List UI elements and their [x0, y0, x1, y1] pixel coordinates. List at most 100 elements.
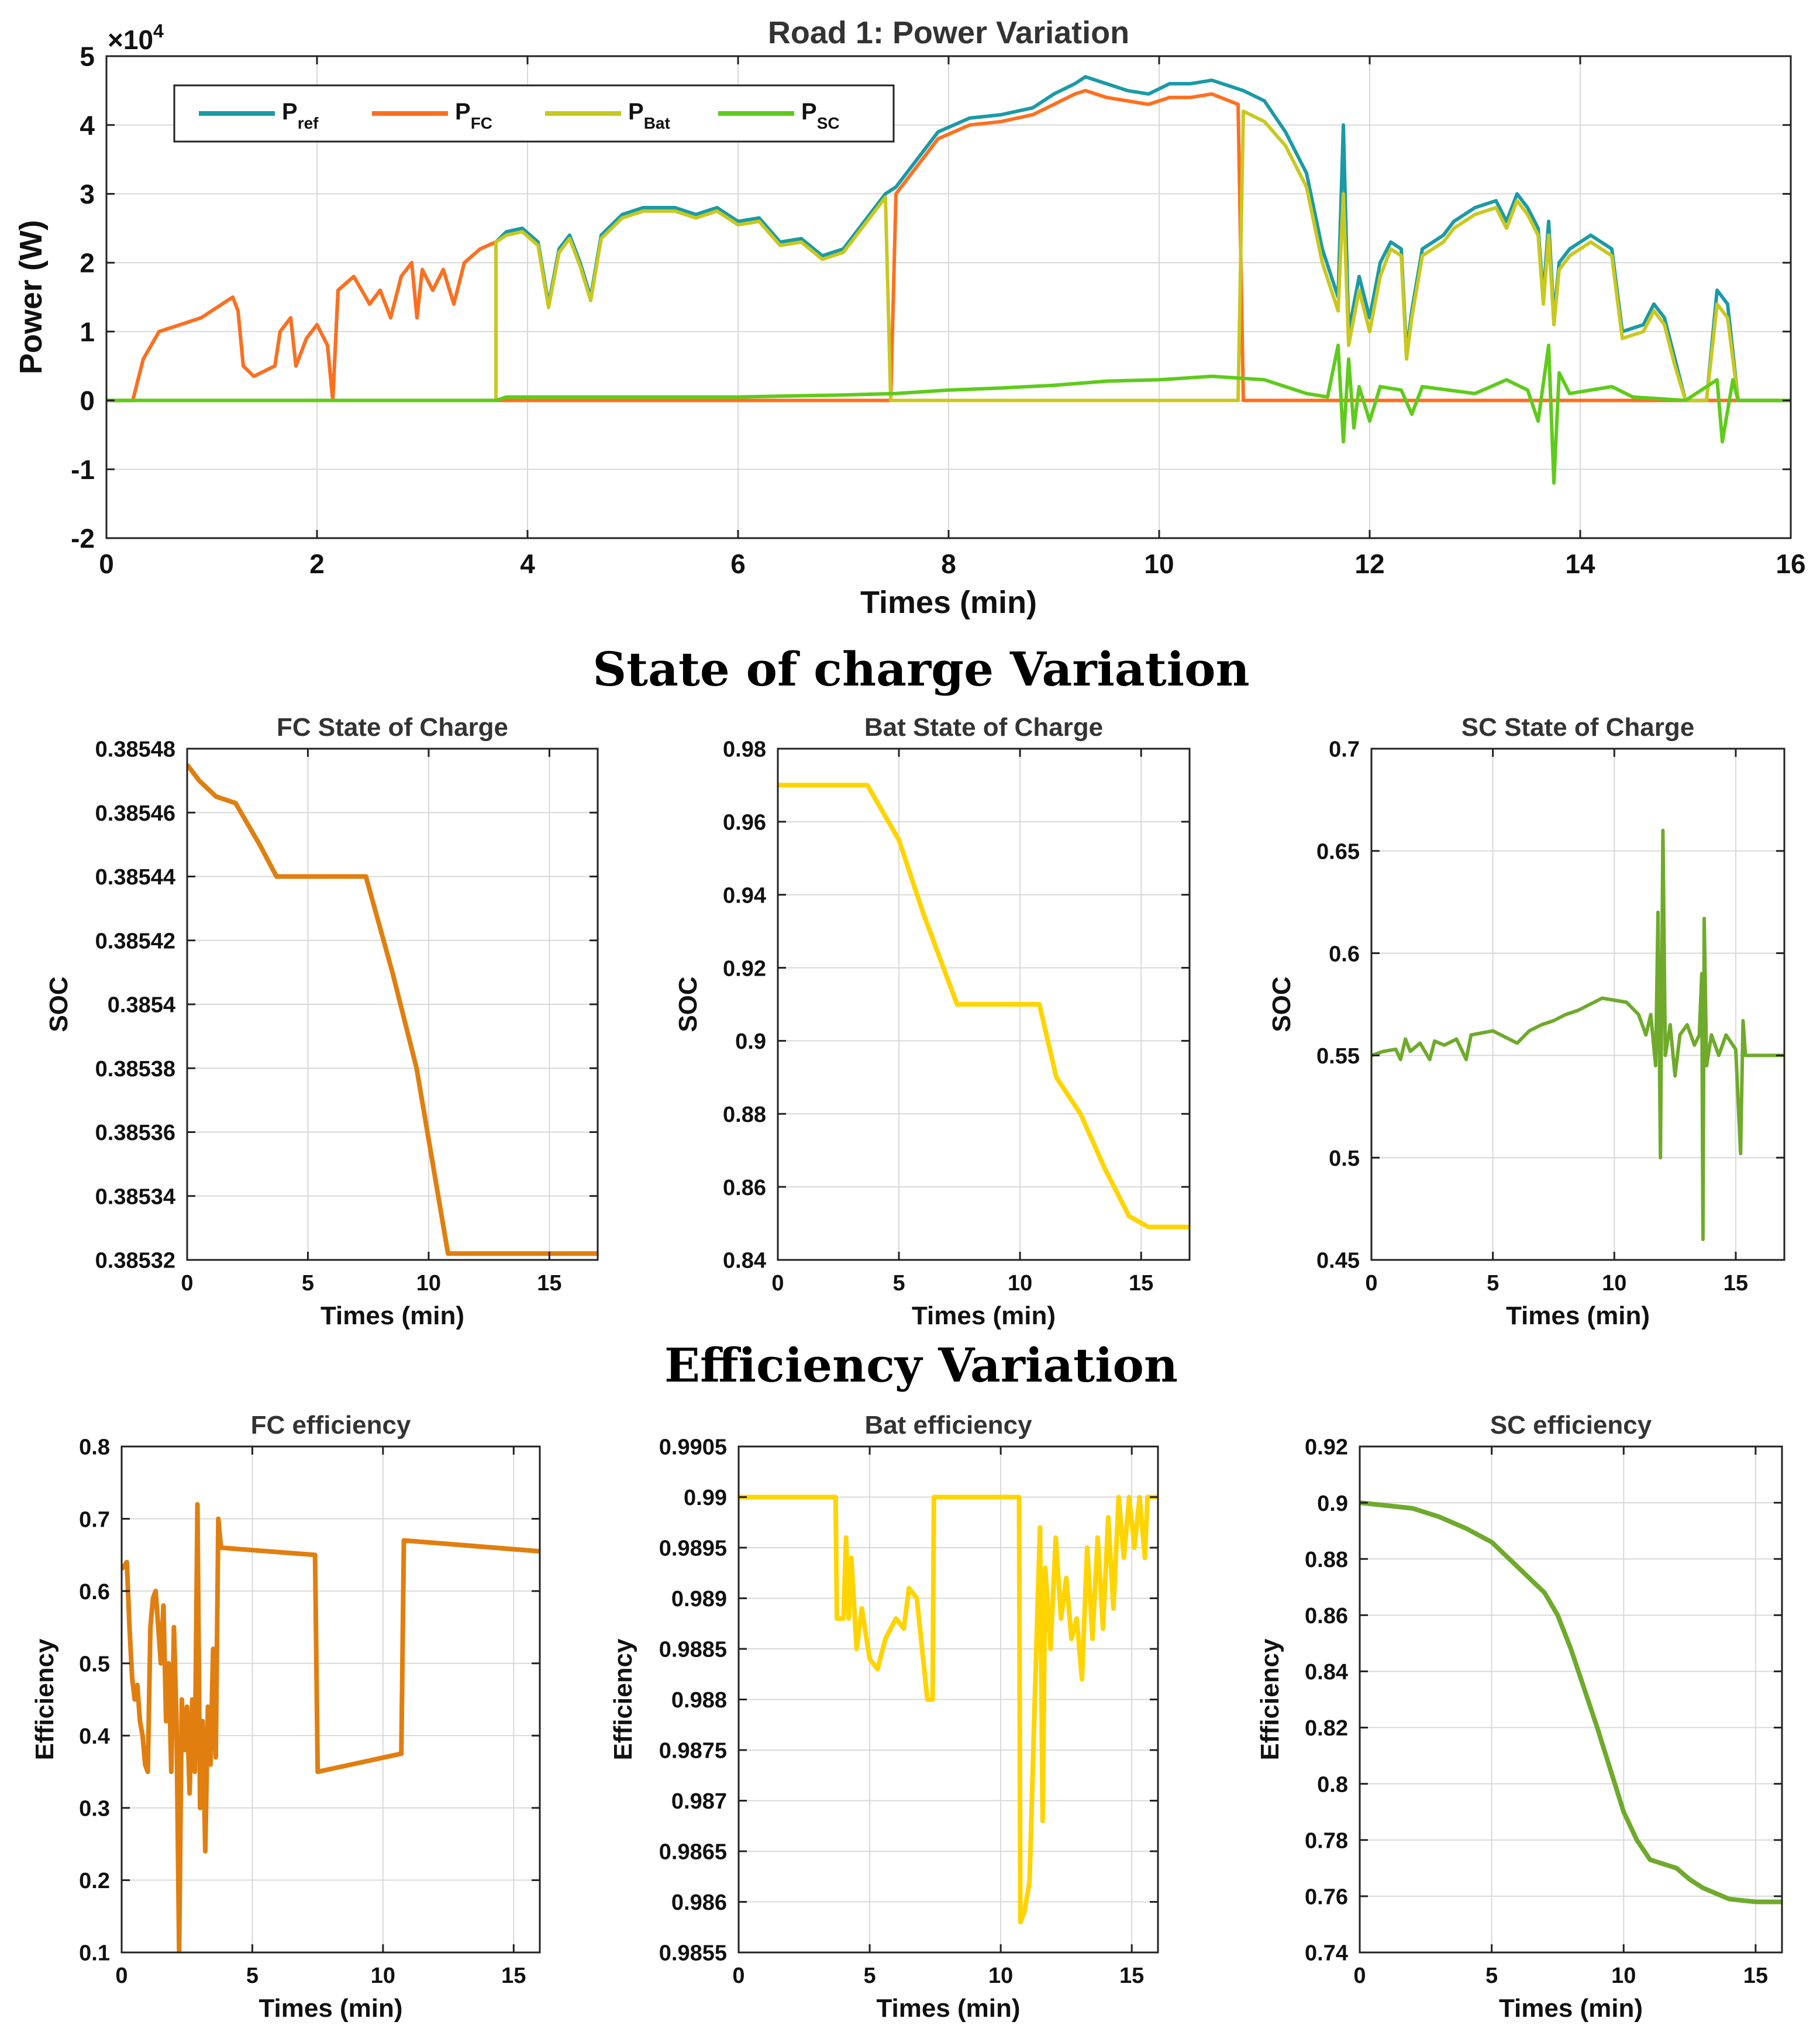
x-tick-label: 5 — [863, 1964, 875, 1988]
y-tick-label: 0.3854 — [108, 993, 175, 1018]
y-tick-label: 0.1 — [79, 1941, 110, 1966]
x-axis-label: Times (min) — [258, 1994, 402, 2023]
y-tick-label: 0.38546 — [95, 801, 175, 826]
x-tick-label: 12 — [1354, 549, 1384, 579]
y-tick-label: 0.9865 — [659, 1840, 727, 1865]
y-tick-label: 0.98 — [723, 738, 766, 762]
y-tick-label: 0.8 — [1317, 1772, 1348, 1797]
series-line-p-bat — [106, 109, 1791, 402]
chart-title: Bat efficiency — [864, 1411, 1032, 1439]
y-tick-label: 4 — [80, 110, 95, 140]
y-tick-label: 0.3 — [79, 1797, 110, 1821]
x-tick-label: 0 — [115, 1964, 127, 1988]
series-line-p-sc — [106, 343, 1791, 485]
chart-bat_soc: 0 5 10 15 0.84 0.86 0.88 0.9 0.92 0.94 0.96 0.98 Bat… — [674, 713, 1191, 1330]
series-line-fc-eff — [122, 1501, 540, 1952]
y-tick-label: 0.8 — [79, 1435, 110, 1460]
y-tick-label: 0.94 — [723, 883, 766, 908]
y-tick-label: 0.5 — [1329, 1146, 1360, 1171]
y-tick-label: 0.989 — [671, 1587, 727, 1611]
x-tick-label: 15 — [1129, 1271, 1153, 1296]
series-line-sc-eff — [1360, 1500, 1782, 1904]
x-axis-label: Times (min) — [876, 1994, 1020, 2023]
y-tick-label: 0.84 — [723, 1249, 766, 1273]
chart-fc_eff: 0 5 10 15 0.1 0.2 0.3 0.4 0.5 0.6 0.7 0.8 FC efficie… — [30, 1411, 541, 2023]
plot-area — [1360, 1446, 1782, 1952]
efficiency-section-heading: Efficiency Variation — [664, 1338, 1178, 1393]
chart-sc_soc: 0 5 10 15 0.45 0.5 0.55 0.6 0.65 0.7 SC State of C… — [1267, 713, 1785, 1330]
x-tick-label: 15 — [1724, 1271, 1748, 1296]
x-tick-label: 4 — [520, 549, 535, 579]
y-axis-label: SOC — [1267, 976, 1296, 1032]
y-tick-label: 0.6 — [1329, 942, 1360, 966]
y-tick-label: 0.7 — [79, 1507, 110, 1532]
y-tick-label: 1 — [80, 316, 95, 347]
legend-label: Pref — [282, 99, 319, 132]
y-tick-label: 0.9 — [1317, 1492, 1348, 1516]
chart-fc_soc: 0 5 10 15 0.38532 0.38534 0.38536 0.38538 0.3854… — [44, 713, 599, 1330]
y-axis-label: SOC — [44, 976, 73, 1032]
y-tick-label: 3 — [80, 179, 95, 209]
y-tick-label: 0.38534 — [95, 1184, 175, 1209]
x-tick-label: 15 — [537, 1271, 561, 1296]
y-tick-label: 0.38532 — [95, 1249, 175, 1273]
chart-title: FC efficiency — [251, 1411, 411, 1439]
y-tick-label: 0.76 — [1305, 1885, 1348, 1910]
series-line-fc-soc — [187, 763, 598, 1256]
y-tick-label: 0.5 — [79, 1652, 110, 1676]
y-tick-label: 0.38548 — [95, 738, 175, 762]
y-tick-label: 0.38542 — [95, 929, 175, 953]
y-tick-label: 0.92 — [1305, 1435, 1348, 1460]
legend-label: PBat — [628, 99, 670, 132]
y-tick-label: 0.88 — [1305, 1548, 1348, 1572]
y-tick-label: -1 — [71, 454, 95, 485]
y-tick-label: 0.986 — [671, 1890, 727, 1915]
y-axis-label: Efficiency — [1256, 1638, 1284, 1760]
legend-label: PFC — [455, 99, 492, 132]
y-axis-label: Power (W) — [13, 220, 49, 374]
x-tick-label: 0 — [1353, 1964, 1366, 1988]
x-tick-label: 10 — [1144, 549, 1174, 579]
chart-title: Road 1: Power Variation — [768, 15, 1129, 50]
chart-title: Bat State of Charge — [864, 713, 1103, 742]
y-tick-label: 0 — [80, 385, 95, 416]
x-tick-label: 10 — [988, 1964, 1013, 1988]
axis-multiplier: ×104 — [108, 20, 164, 55]
x-tick-label: 10 — [1602, 1271, 1626, 1296]
x-tick-label: 0 — [99, 549, 114, 579]
y-tick-label: 0.6 — [79, 1580, 110, 1604]
y-axis-label: Efficiency — [30, 1638, 59, 1760]
x-tick-label: 5 — [302, 1271, 314, 1296]
x-tick-label: 5 — [1485, 1964, 1498, 1988]
y-tick-label: 0.88 — [723, 1103, 766, 1127]
y-tick-label: 0.86 — [723, 1176, 766, 1200]
y-tick-label: 0.7 — [1329, 738, 1360, 762]
y-tick-label: 0.38536 — [95, 1121, 175, 1145]
y-tick-label: 0.987 — [671, 1789, 727, 1814]
x-axis-label: Times (min) — [1506, 1301, 1650, 1330]
x-tick-label: 8 — [941, 549, 956, 579]
plot-area — [122, 1446, 540, 1952]
x-tick-label: 15 — [501, 1964, 526, 1988]
series-line-sc-soc — [1371, 828, 1784, 1241]
plot-area — [1371, 749, 1784, 1260]
y-tick-label: 0.9855 — [659, 1941, 727, 1966]
y-tick-label: 0.55 — [1316, 1044, 1360, 1069]
y-tick-label: 0.38544 — [95, 865, 175, 890]
x-tick-label: 0 — [181, 1271, 193, 1296]
y-axis-label: Efficiency — [609, 1638, 637, 1760]
series-line-bat-eff — [739, 1494, 1158, 1925]
y-tick-label: 0.96 — [723, 811, 766, 835]
x-tick-label: 0 — [732, 1964, 744, 1988]
y-axis-label: SOC — [674, 976, 702, 1032]
y-tick-label: 0.9895 — [659, 1537, 727, 1561]
y-tick-label: 0.2 — [79, 1869, 110, 1893]
y-tick-label: 0.74 — [1305, 1941, 1348, 1966]
x-axis-label: Times (min) — [860, 585, 1037, 620]
legend-label: PSC — [801, 99, 840, 132]
x-tick-label: 14 — [1565, 549, 1595, 579]
y-tick-label: -2 — [71, 524, 95, 554]
y-tick-label: 0.78 — [1305, 1828, 1348, 1853]
y-tick-label: 0.9 — [735, 1029, 766, 1054]
